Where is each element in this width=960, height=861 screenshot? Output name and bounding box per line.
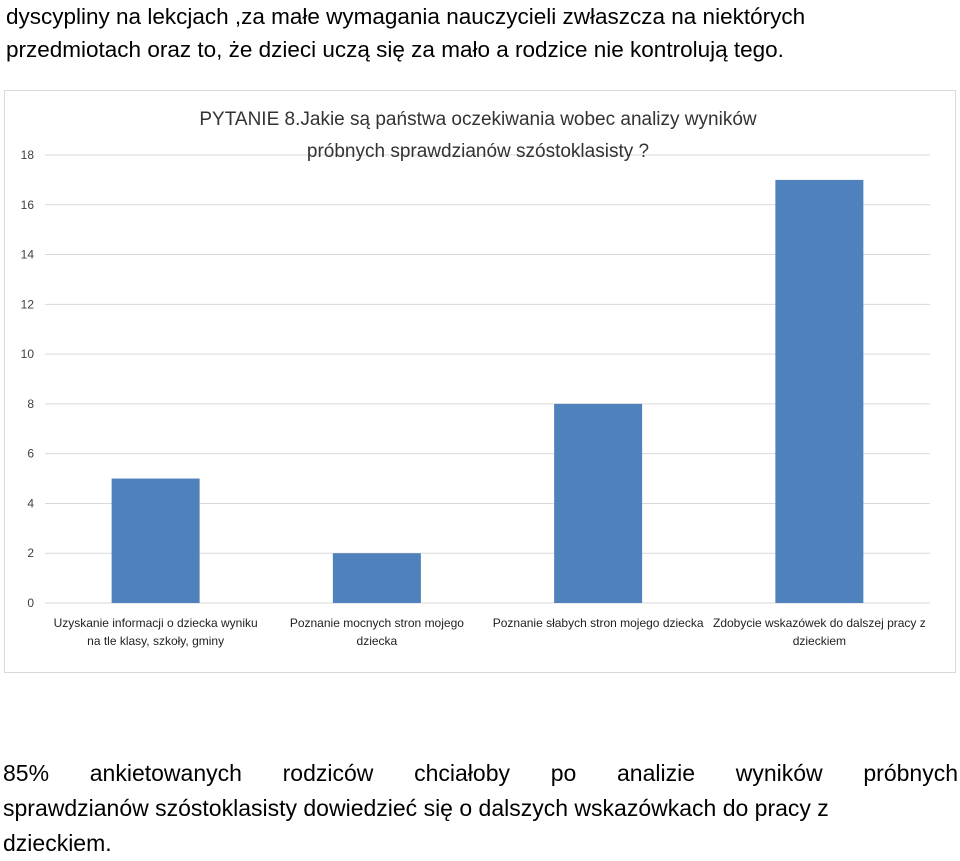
y-tick-label: 0: [27, 596, 34, 610]
y-tick-label: 10: [21, 347, 35, 361]
y-tick-label: 12: [21, 297, 35, 311]
y-tick-label: 8: [27, 397, 34, 411]
x-category-label: dziecka: [357, 634, 398, 648]
x-category-label: na tle klasy, szkoły, gminy: [87, 634, 224, 648]
bar: [554, 403, 643, 603]
y-tick-label: 16: [21, 198, 35, 212]
paragraph-top: dyscypliny na lekcjach ,za małe wymagani…: [6, 0, 956, 66]
bar: [111, 478, 200, 603]
chart-frame: [4, 90, 956, 673]
y-tick-label: 6: [27, 447, 34, 461]
y-tick-label: 18: [21, 148, 35, 162]
x-category-label: dzieckiem: [793, 634, 846, 648]
bar: [775, 179, 864, 603]
paragraph-bottom-line-3: dzieckiem.: [3, 830, 112, 856]
bar: [332, 553, 421, 603]
x-category-label: Poznanie mocnych stron mojego: [290, 616, 464, 630]
bar-chart: 0 2 4 6 8 10 12 14 16 18 Uzyskanie informacji o dz…: [21, 109, 930, 648]
chart-title: próbnych sprawdzianów szóstoklasisty ?: [307, 141, 649, 162]
paragraph-bottom-line-2: sprawdzianów szóstoklasisty dowiedzieć s…: [3, 795, 829, 821]
paragraph-top-line-2: przedmiotach oraz to, że dzieci uczą się…: [6, 37, 784, 62]
paragraph-top-line-1: dyscypliny na lekcjach ,za małe wymagani…: [6, 4, 806, 29]
x-category-label: Uzyskanie informacji o dziecka wyniku: [54, 616, 258, 630]
chart-title: PYTANIE 8.Jakie są państwa oczekiwania w…: [199, 109, 757, 130]
y-tick-label: 14: [21, 248, 35, 262]
y-tick-label: 2: [27, 546, 34, 560]
x-category-label: Poznanie słabych stron mojego dziecka: [493, 616, 704, 630]
paragraph-bottom: 85% ankietowanych rodziców chciałoby po …: [3, 756, 958, 861]
paragraph-bottom-line-1: 85% ankietowanych rodziców chciałoby po …: [3, 760, 958, 786]
y-tick-label: 4: [27, 496, 34, 510]
x-category-label: Zdobycie wskazówek do dalszej pracy z: [713, 616, 926, 630]
